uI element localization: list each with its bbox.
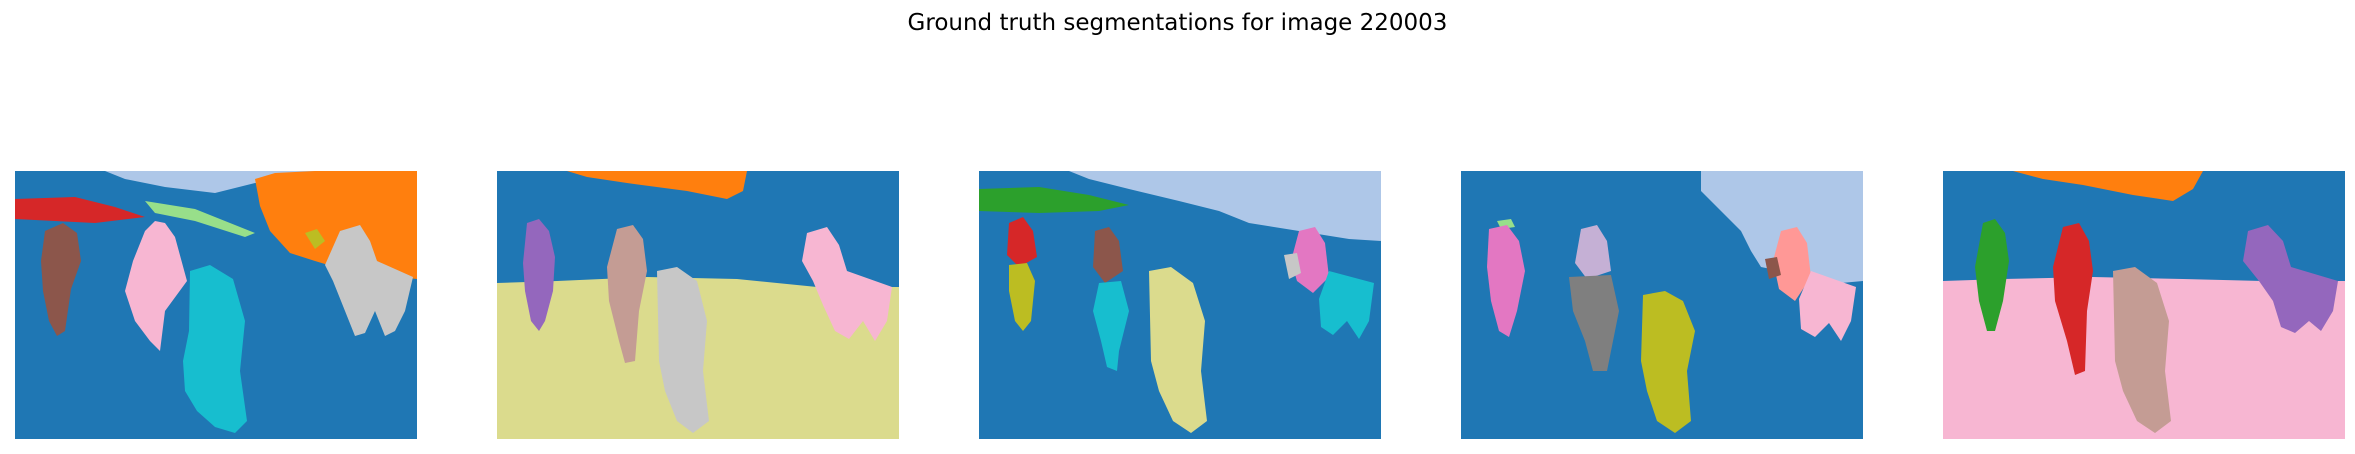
- segmentation-panel-4: [1461, 171, 1863, 439]
- region-horse-right: [1799, 271, 1856, 341]
- region-rider-right: [1773, 227, 1811, 301]
- segmentation-image-1: [15, 171, 417, 439]
- region-sky: [1069, 171, 1381, 241]
- region-horse-center: [1149, 267, 1207, 433]
- region-bush: [305, 229, 325, 249]
- segmentation-image-2: [497, 171, 899, 439]
- region-grass-strip: [145, 201, 255, 237]
- region-horse-center: [183, 265, 247, 433]
- region-rider-1: [1975, 219, 2009, 331]
- figure-title: Ground truth segmentations for image 220…: [907, 10, 1448, 36]
- region-horse-center: [2113, 267, 2171, 433]
- region-horse-right: [1319, 271, 1374, 339]
- segmentation-panel-3: [979, 171, 1381, 439]
- region-trees: [567, 171, 747, 199]
- region-trees-right: [255, 171, 417, 279]
- region-trees: [2013, 171, 2203, 201]
- region-rider-2: [2053, 223, 2093, 375]
- segmentation-panel-1: [15, 171, 417, 439]
- segmentation-panel-5: [1943, 171, 2345, 439]
- region-horse-2: [1569, 275, 1619, 371]
- region-horse-right: [325, 225, 413, 336]
- region-rider-2: [1575, 225, 1611, 279]
- region-rider-1: [1487, 225, 1525, 337]
- region-horse-right: [2243, 225, 2338, 333]
- segmentation-image-3: [979, 171, 1381, 439]
- region-rider-2: [607, 225, 647, 363]
- region-horse-1: [1009, 263, 1035, 331]
- region-rider-1: [1007, 217, 1037, 267]
- region-rider-right-detail: [1765, 257, 1781, 279]
- region-sky: [1701, 171, 1863, 283]
- region-rider-1: [523, 219, 555, 331]
- region-rider-1: [41, 223, 81, 336]
- region-rider-2: [1093, 227, 1123, 283]
- region-rider-right: [1291, 227, 1329, 293]
- region-trees-left: [15, 197, 145, 223]
- region-post: [1284, 253, 1301, 279]
- region-horse-2: [1093, 281, 1129, 371]
- region-horse-center: [1641, 291, 1695, 433]
- segmentation-image-5: [1943, 171, 2345, 439]
- segmentation-panel-2: [497, 171, 899, 439]
- region-trees-left: [979, 187, 1129, 213]
- region-horse-right: [802, 227, 892, 341]
- region-rider-2: [125, 221, 187, 351]
- region-horse-center: [657, 267, 709, 433]
- segmentation-image-4: [1461, 171, 1863, 439]
